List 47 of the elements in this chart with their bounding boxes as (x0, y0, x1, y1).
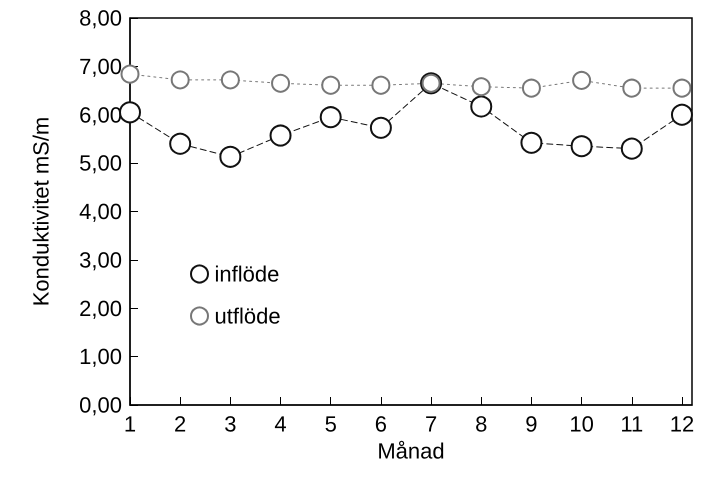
point (672, 78, 692, 98)
y-tick-label: 3,00 (79, 247, 122, 272)
x-tick-label: 12 (670, 412, 694, 436)
point (670, 104, 693, 126)
y-tick-label: 5,00 (79, 150, 122, 176)
y-tick-label: 6,00 (79, 102, 122, 128)
point (270, 124, 292, 147)
x-tick-label: 1 (124, 412, 136, 436)
x-tick-label: 10 (569, 412, 594, 436)
point (119, 101, 141, 124)
point (570, 135, 593, 158)
point (220, 70, 240, 90)
y-tick-label: 1,00 (79, 344, 122, 370)
point (620, 138, 643, 160)
x-tick-label: 6 (374, 412, 388, 436)
y-tick-label: 7,00 (79, 54, 122, 79)
y-tick-label: 8,00 (79, 6, 122, 30)
point (271, 74, 290, 93)
x-tick-label: 3 (224, 412, 236, 436)
x-tick-label: 4 (274, 412, 287, 436)
y-axis-title: Konduktivitet mS/m (28, 116, 54, 306)
x-tick-label: 5 (324, 412, 337, 436)
point (120, 64, 140, 84)
legend-label: utflöde (214, 304, 281, 328)
point (520, 132, 542, 154)
x-axis-title: Månad (377, 438, 445, 464)
y-tick-label: 4,00 (79, 199, 122, 224)
point (622, 78, 642, 98)
x-tick-label: 7 (424, 412, 438, 436)
x-tick-label: 8 (475, 412, 488, 436)
x-tick-label: 2 (174, 412, 186, 436)
point (371, 76, 390, 95)
point (472, 77, 491, 96)
point (522, 78, 541, 98)
point (370, 116, 392, 139)
point (321, 76, 340, 95)
y-tick-label: 2,00 (79, 296, 122, 321)
point (470, 96, 492, 118)
point (219, 146, 242, 168)
point (320, 106, 342, 128)
point (170, 70, 190, 90)
x-tick-label: 11 (620, 412, 644, 436)
x-tick-label: 9 (525, 412, 538, 436)
y-tick-label: 0,00 (79, 392, 122, 418)
point (572, 70, 592, 90)
legend-label: inflöde (214, 262, 280, 286)
point (169, 132, 192, 155)
